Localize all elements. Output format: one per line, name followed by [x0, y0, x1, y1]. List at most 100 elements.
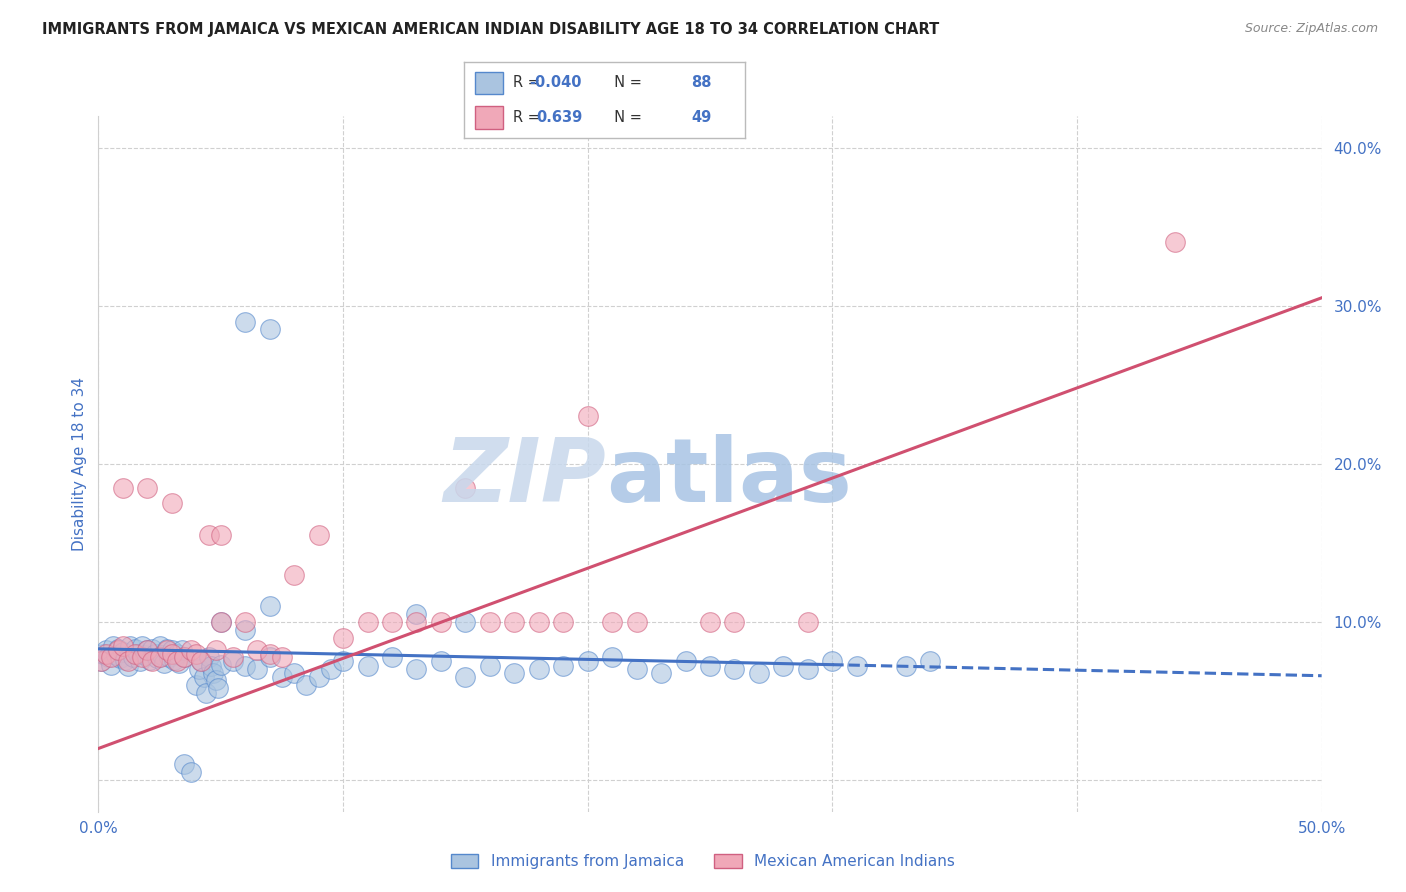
- Point: [503, 665, 526, 680]
- Point: [120, 639, 142, 653]
- Point: [104, 648, 127, 662]
- Point: [222, 649, 245, 664]
- Point: [173, 757, 195, 772]
- Point: [626, 615, 648, 629]
- Point: [723, 615, 745, 629]
- Point: [146, 651, 169, 665]
- Point: [186, 647, 208, 661]
- Text: IMMIGRANTS FROM JAMAICA VS MEXICAN AMERICAN INDIAN DISABILITY AGE 18 TO 34 CORRE: IMMIGRANTS FROM JAMAICA VS MEXICAN AMERI…: [42, 22, 939, 37]
- Y-axis label: Disability Age 18 to 34: Disability Age 18 to 34: [72, 376, 87, 551]
- Point: [124, 647, 146, 661]
- Point: [141, 641, 163, 656]
- Text: 0.639: 0.639: [536, 111, 582, 125]
- Text: ZIP: ZIP: [443, 434, 606, 521]
- Point: [430, 655, 453, 669]
- Point: [190, 655, 212, 669]
- Point: [650, 665, 672, 680]
- Point: [180, 643, 202, 657]
- Point: [246, 662, 269, 676]
- Point: [283, 665, 305, 680]
- Point: [180, 765, 202, 780]
- Point: [209, 528, 232, 542]
- Point: [454, 481, 477, 495]
- Point: [173, 649, 195, 664]
- Point: [190, 655, 212, 669]
- Point: [121, 649, 143, 664]
- Point: [97, 649, 120, 664]
- Point: [111, 645, 134, 659]
- Point: [195, 686, 218, 700]
- Point: [107, 641, 129, 656]
- Point: [149, 639, 172, 653]
- Point: [356, 615, 378, 629]
- Point: [141, 655, 163, 669]
- Point: [222, 655, 245, 669]
- Point: [430, 615, 453, 629]
- Point: [233, 659, 256, 673]
- Point: [576, 409, 599, 424]
- Point: [90, 655, 112, 669]
- Point: [170, 643, 193, 657]
- Point: [209, 657, 232, 672]
- Point: [94, 643, 117, 657]
- Point: [143, 647, 166, 661]
- Point: [136, 481, 159, 495]
- Point: [173, 649, 195, 664]
- Point: [117, 659, 139, 673]
- Point: [772, 659, 794, 673]
- Point: [381, 615, 404, 629]
- Text: N =: N =: [605, 76, 641, 90]
- Point: [405, 662, 427, 676]
- Point: [150, 648, 173, 662]
- Point: [111, 639, 134, 653]
- Point: [163, 653, 186, 667]
- Point: [723, 662, 745, 676]
- Point: [821, 655, 844, 669]
- Text: Source: ZipAtlas.com: Source: ZipAtlas.com: [1244, 22, 1378, 36]
- Point: [167, 656, 190, 670]
- Point: [356, 659, 378, 673]
- Point: [308, 528, 330, 542]
- Point: [233, 623, 256, 637]
- Point: [205, 643, 228, 657]
- Point: [117, 655, 139, 669]
- Text: 88: 88: [690, 76, 711, 90]
- Point: [160, 496, 183, 510]
- Point: [107, 643, 129, 657]
- Point: [197, 649, 219, 664]
- Point: [454, 615, 477, 629]
- Point: [160, 643, 183, 657]
- Point: [503, 615, 526, 629]
- Point: [209, 615, 232, 629]
- Point: [157, 649, 180, 664]
- Point: [94, 647, 117, 661]
- Point: [626, 662, 648, 676]
- Point: [139, 653, 162, 667]
- Point: [332, 655, 354, 669]
- Point: [308, 670, 330, 684]
- Point: [193, 670, 215, 684]
- Point: [134, 648, 156, 662]
- Point: [205, 673, 228, 688]
- Legend: Immigrants from Jamaica, Mexican American Indians: Immigrants from Jamaica, Mexican America…: [444, 848, 962, 875]
- Point: [478, 659, 501, 673]
- Point: [129, 655, 152, 669]
- Point: [136, 643, 159, 657]
- Point: [920, 655, 942, 669]
- Point: [797, 615, 820, 629]
- Point: [110, 651, 132, 665]
- Point: [699, 615, 721, 629]
- Point: [131, 639, 153, 653]
- Point: [209, 615, 232, 629]
- Point: [200, 659, 222, 673]
- Point: [381, 649, 404, 664]
- Point: [197, 528, 219, 542]
- Point: [553, 615, 575, 629]
- Point: [797, 662, 820, 676]
- Point: [259, 322, 281, 336]
- Point: [748, 665, 770, 680]
- Text: R =: R =: [513, 76, 540, 90]
- Point: [114, 653, 136, 667]
- Point: [332, 631, 354, 645]
- Point: [90, 655, 112, 669]
